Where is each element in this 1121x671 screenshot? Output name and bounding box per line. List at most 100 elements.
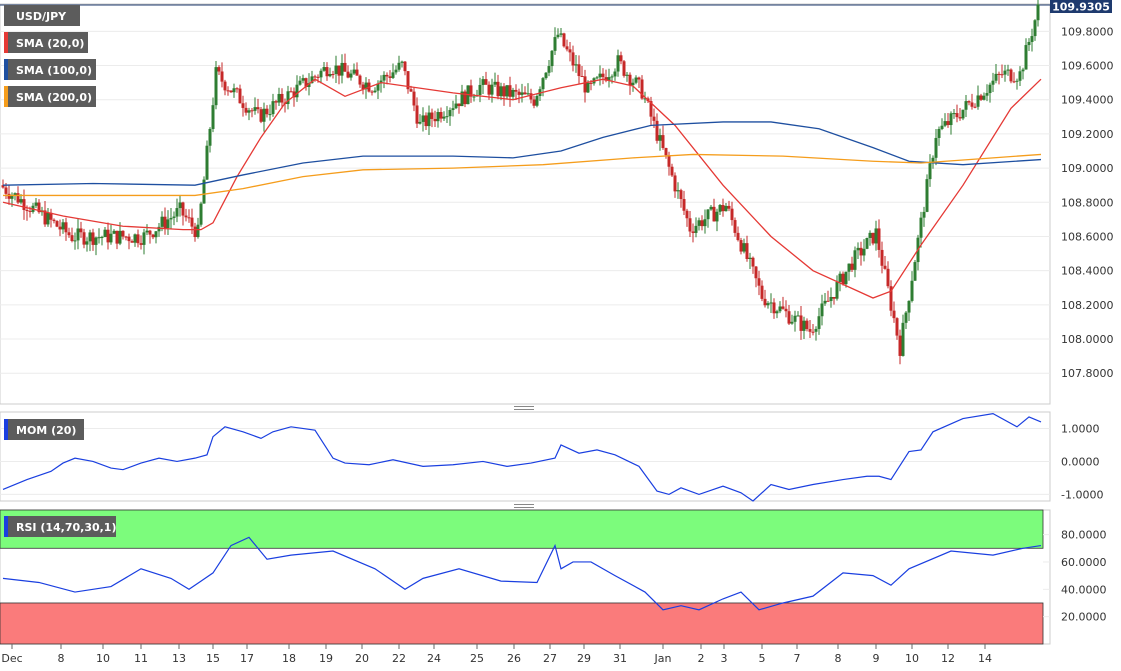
time-tick-label: Dec [1, 652, 22, 665]
candle [583, 69, 587, 103]
candle [970, 93, 974, 110]
candle [82, 228, 86, 249]
candle [796, 311, 800, 317]
candle [901, 314, 905, 357]
time-tick-label: 25 [470, 652, 484, 665]
legend-rsi-label: RSI (14,70,30,1) [16, 521, 116, 534]
candle [703, 209, 707, 234]
candle [388, 70, 392, 83]
candle [490, 78, 494, 103]
candle [1006, 64, 1010, 76]
candle [304, 77, 308, 91]
rsi-line [2, 536, 1042, 611]
candle [664, 147, 668, 159]
candle [997, 71, 1001, 85]
candle [793, 310, 797, 332]
candle [946, 112, 950, 128]
candle [355, 62, 359, 76]
candle [298, 76, 302, 86]
candle [412, 87, 416, 112]
candle [736, 226, 740, 242]
legend-sma20[interactable]: SMA (20,0) [4, 32, 88, 53]
legend-symbol[interactable]: USD/JPY [4, 5, 80, 26]
candle [514, 84, 518, 101]
candle [280, 88, 284, 109]
candle [22, 189, 26, 220]
candle [259, 107, 263, 124]
candle [166, 210, 170, 235]
legend-mom[interactable]: MOM (20) [4, 419, 84, 440]
candle [142, 228, 146, 255]
candle [124, 235, 128, 241]
candle [268, 104, 272, 121]
candle [94, 236, 98, 256]
time-tick-label: 29 [577, 652, 591, 665]
legend-rsi[interactable]: RSI (14,70,30,1) [4, 516, 116, 537]
candle [424, 112, 428, 131]
candle [292, 87, 296, 107]
candle [208, 127, 212, 153]
candle [469, 79, 473, 103]
sma20-line [2, 78, 1042, 299]
resize-handle-mom[interactable] [508, 404, 538, 412]
candle [196, 217, 200, 239]
candle [121, 230, 125, 240]
legend-sma100[interactable]: SMA (100,0) [4, 59, 96, 80]
candle [1024, 38, 1028, 70]
candle [730, 201, 734, 226]
candle [733, 217, 737, 237]
candle [358, 74, 362, 88]
rsi-overbought-zone [0, 509, 1044, 549]
candle [289, 87, 293, 93]
candle [439, 107, 443, 123]
price-tick-label: 108.6000 [1061, 230, 1114, 243]
candle [502, 83, 506, 106]
candle [712, 198, 716, 222]
candle [682, 190, 686, 216]
candle [97, 228, 101, 244]
candle [805, 318, 809, 332]
time-tick-label: 20 [355, 652, 369, 665]
candle [319, 68, 323, 84]
candle [505, 85, 509, 100]
candle [73, 232, 77, 250]
time-tick-label: 22 [392, 652, 406, 665]
mom-tick-label: 0.0000 [1061, 455, 1100, 468]
candle [343, 53, 347, 72]
candle [169, 208, 173, 229]
candle [1009, 68, 1013, 84]
time-tick-label: 14 [978, 652, 992, 665]
candle [649, 96, 653, 125]
resize-handle-rsi[interactable] [508, 502, 538, 510]
candle [742, 238, 746, 254]
time-tick-label: 27 [543, 652, 557, 665]
price-tick-label: 108.4000 [1061, 265, 1114, 278]
candle [982, 92, 986, 101]
candle [418, 114, 422, 125]
candle [403, 60, 407, 76]
candle [217, 65, 221, 76]
candle [415, 97, 419, 129]
candle [889, 280, 893, 317]
candle [826, 290, 830, 302]
candle [883, 255, 887, 270]
candle [835, 275, 839, 301]
candle [715, 208, 719, 232]
candle [373, 87, 377, 94]
candle [241, 95, 245, 117]
candle [175, 198, 179, 223]
candle [778, 301, 782, 314]
candle [988, 82, 992, 103]
price-tick-label: 108.8000 [1061, 196, 1114, 209]
candle [76, 218, 80, 250]
candle [277, 87, 281, 106]
time-tick-label: 8 [835, 652, 842, 665]
candle [451, 100, 455, 117]
candle [961, 109, 965, 121]
candle [127, 233, 131, 250]
candle [202, 176, 206, 204]
candle [103, 226, 107, 238]
time-tick-label: 9 [873, 652, 880, 665]
legend-sma200[interactable]: SMA (200,0) [4, 86, 96, 107]
candle [829, 287, 833, 308]
